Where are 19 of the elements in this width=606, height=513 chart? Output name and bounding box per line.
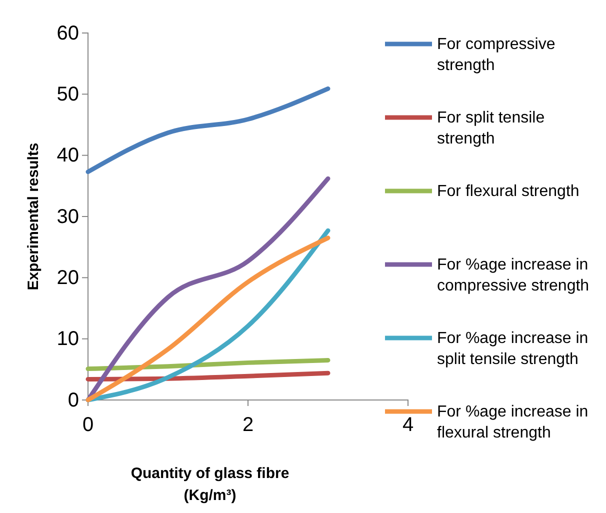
legend-label: For %age increase in compressive strength — [437, 256, 590, 294]
y-tick-label: 50 — [56, 84, 79, 106]
legend-label: For %age increase in flexural strength — [437, 404, 588, 442]
line-series — [86, 86, 330, 174]
legend-label: For flexural strength — [437, 183, 580, 200]
y-tick-label: 30 — [56, 206, 79, 228]
y-tick-label: 0 — [68, 389, 79, 412]
x-tick-label: 4 — [402, 414, 414, 436]
y-tick-label: 60 — [56, 22, 79, 44]
x-tick-label: 2 — [242, 414, 254, 436]
legend-label: For split tensile strength — [437, 110, 545, 148]
y-tick-label: 20 — [56, 267, 79, 290]
x-tick-label: 0 — [82, 414, 94, 436]
y-tick-label: 10 — [56, 328, 79, 350]
x-axis-title: Quantity of glass fibre (Kg/m³) — [130, 465, 290, 504]
legend-label: For compressive strength — [437, 36, 556, 74]
legend-label: For %age increase in split tensile strength — [437, 330, 588, 368]
y-tick-label: 40 — [56, 144, 79, 167]
y-axis-title: Experimental results — [25, 142, 42, 290]
